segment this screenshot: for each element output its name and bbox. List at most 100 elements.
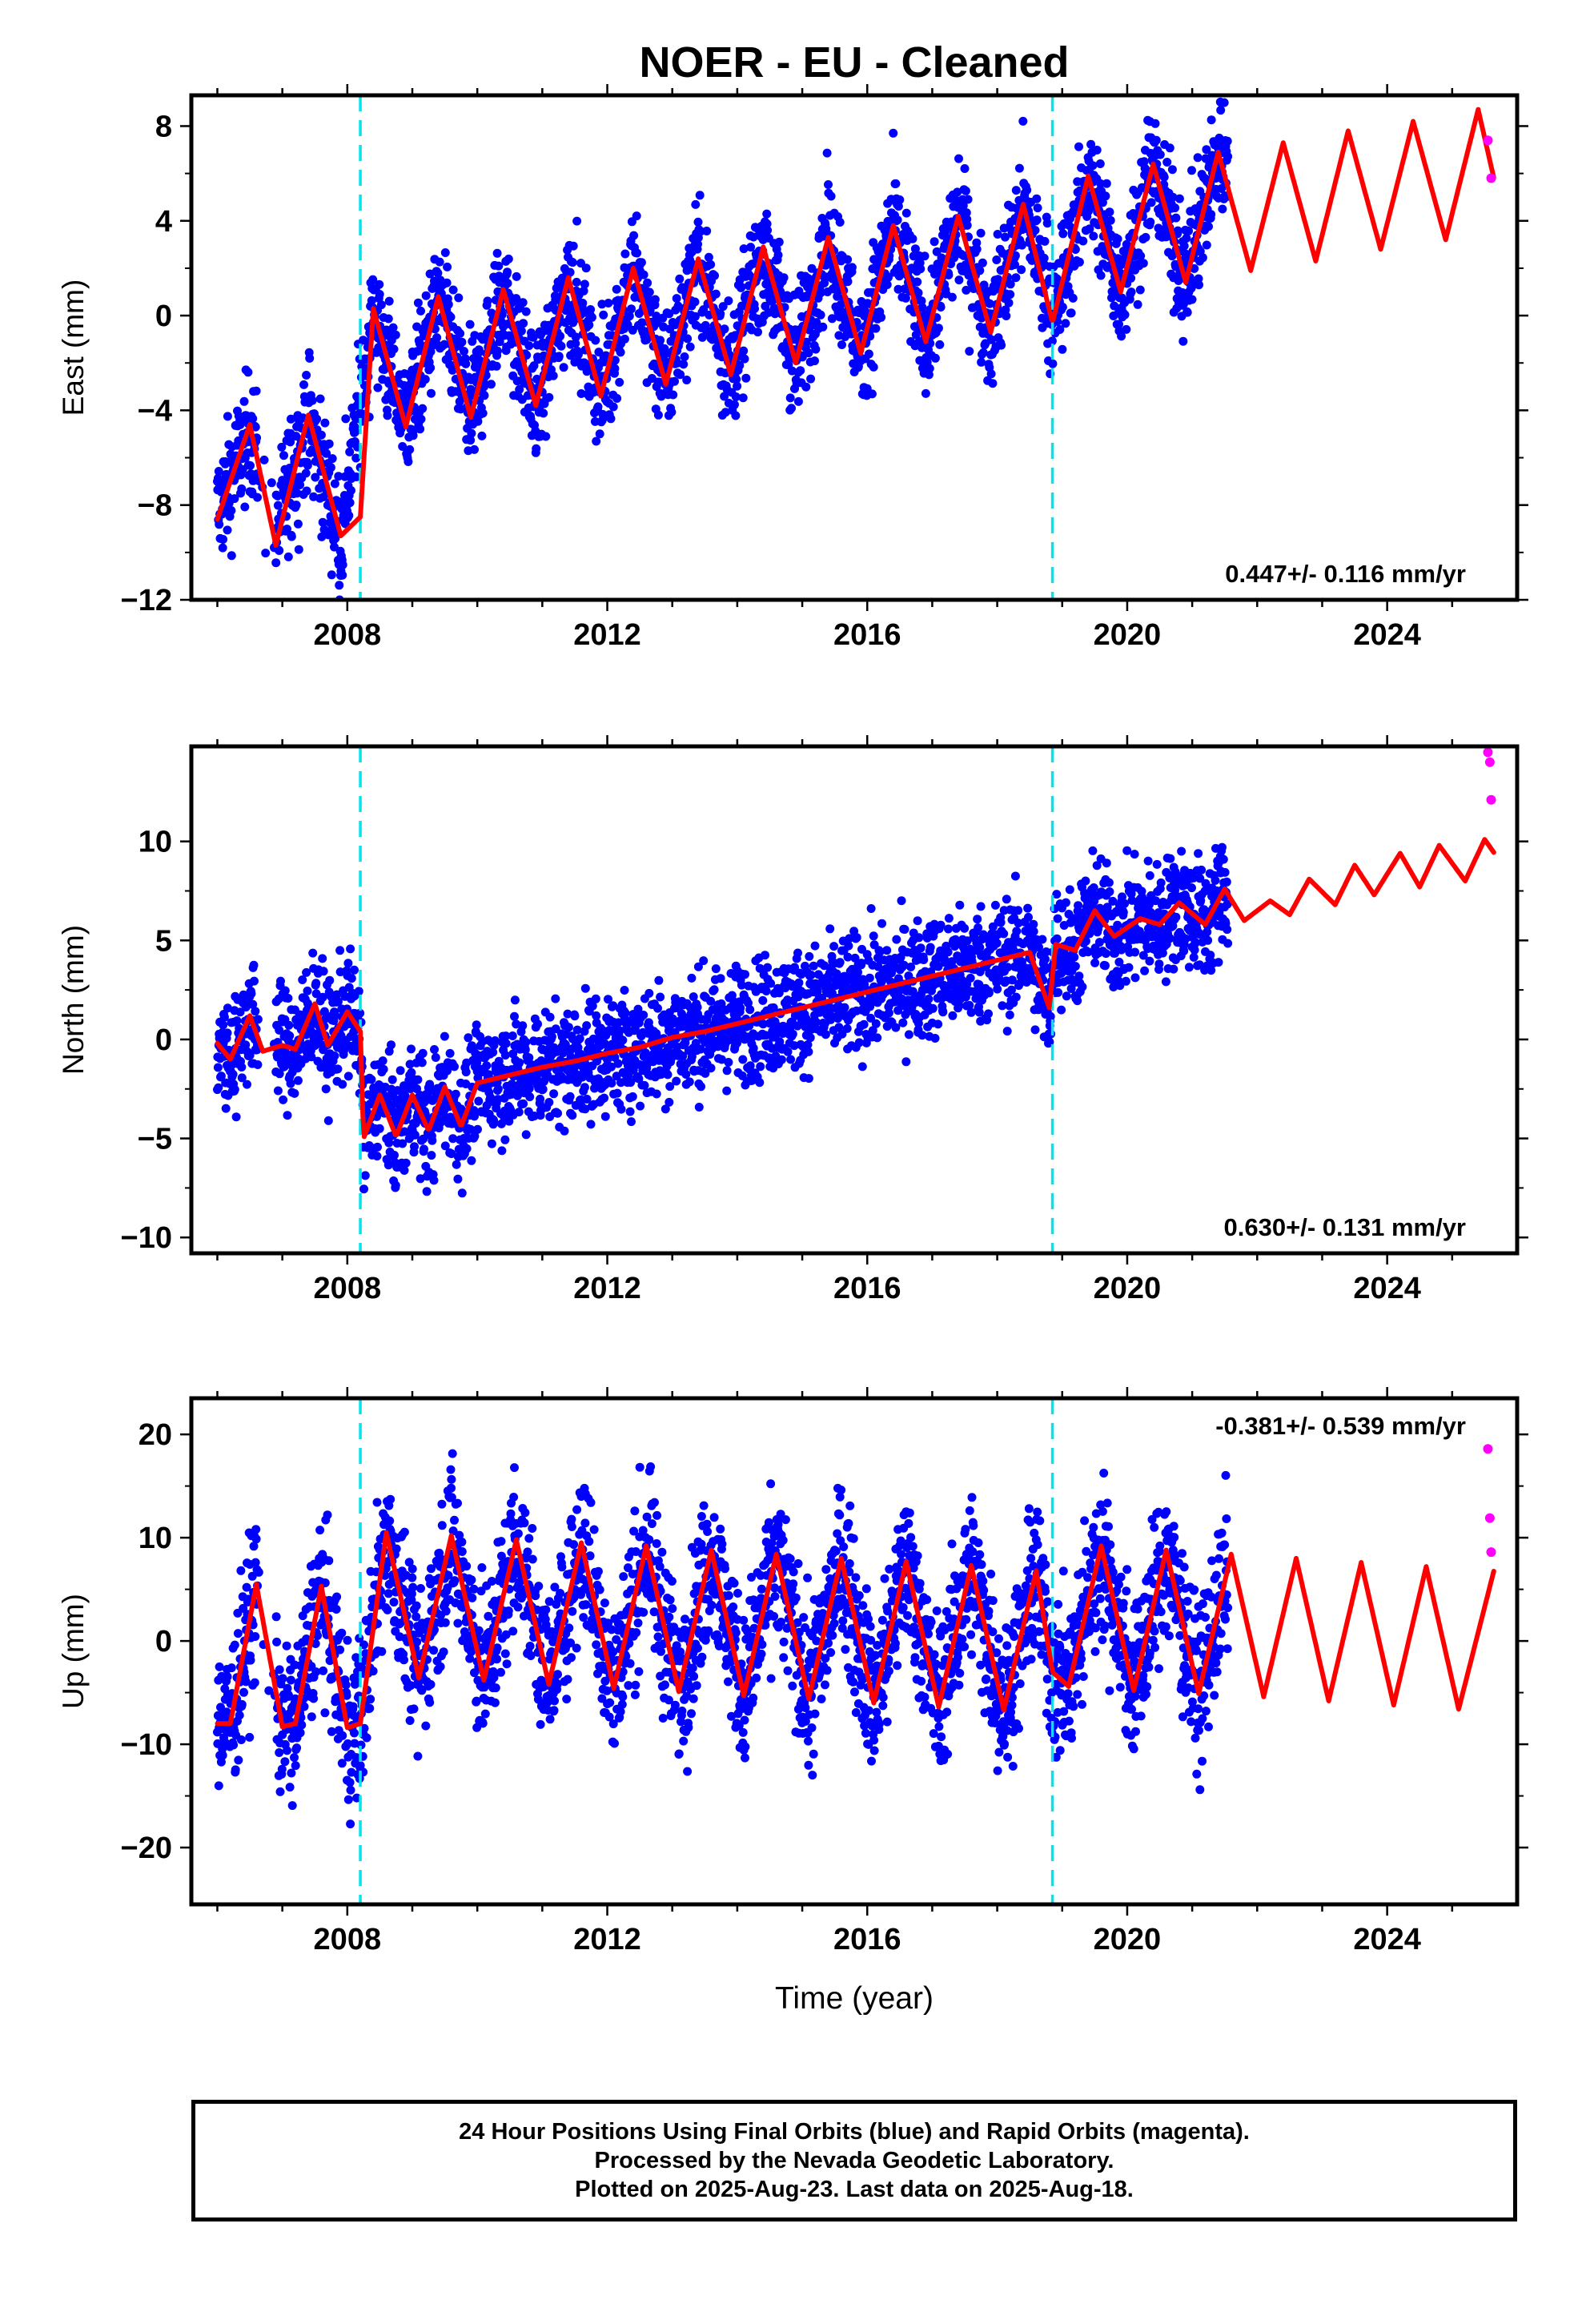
final-orbit-point — [691, 1039, 701, 1048]
final-orbit-point — [275, 546, 284, 555]
final-orbit-point — [367, 296, 376, 305]
final-orbit-point — [302, 967, 311, 977]
final-orbit-point — [724, 296, 733, 306]
final-orbit-point — [871, 324, 881, 333]
final-orbit-point — [283, 525, 291, 534]
final-orbit-point — [616, 348, 625, 357]
final-orbit-point — [474, 1096, 484, 1106]
final-orbit-point — [477, 431, 487, 440]
final-orbit-point — [608, 402, 618, 412]
final-orbit-point — [570, 1011, 580, 1021]
final-orbit-point — [1058, 303, 1067, 312]
final-orbit-point — [378, 1056, 387, 1066]
final-orbit-point — [613, 1018, 623, 1027]
final-orbit-point — [604, 995, 612, 1004]
final-orbit-point — [665, 1097, 674, 1107]
final-orbit-point — [978, 348, 988, 357]
final-orbit-point — [508, 1031, 517, 1040]
final-orbit-point — [853, 967, 862, 977]
final-orbit-point — [345, 447, 355, 456]
final-orbit-point — [739, 244, 749, 254]
final-orbit-point — [544, 392, 554, 402]
final-orbit-point — [311, 472, 320, 482]
final-orbit-point — [650, 295, 660, 304]
final-orbit-point — [484, 1070, 493, 1080]
final-orbit-point — [979, 934, 989, 943]
final-orbit-point — [280, 986, 290, 995]
final-orbit-point — [693, 217, 703, 227]
rapid-orbit-point — [1483, 135, 1493, 146]
final-orbit-point — [652, 1089, 661, 1099]
final-orbit-point — [667, 408, 677, 417]
final-orbit-point — [613, 1059, 623, 1068]
final-orbit-point — [730, 400, 739, 409]
final-orbit-point — [253, 1060, 263, 1069]
final-orbit-point — [606, 414, 616, 424]
final-orbit-point — [859, 1019, 869, 1029]
final-orbit-point — [984, 1009, 993, 1019]
final-orbit-point — [214, 1083, 223, 1092]
final-orbit-point — [330, 1051, 339, 1060]
final-orbit-point — [572, 1025, 582, 1035]
final-orbit-point — [896, 952, 905, 962]
final-orbit-point — [706, 259, 716, 269]
final-orbit-point — [720, 392, 729, 401]
final-orbit-point — [833, 292, 842, 301]
final-orbit-point — [235, 1007, 245, 1017]
final-orbit-point — [430, 1045, 439, 1054]
final-orbit-point — [683, 334, 693, 344]
final-orbit-point — [301, 468, 311, 478]
final-orbit-point — [868, 1026, 877, 1035]
final-orbit-point — [1011, 273, 1021, 283]
final-orbit-point — [917, 1031, 927, 1040]
final-orbit-point — [842, 1023, 852, 1033]
final-orbit-point — [470, 1112, 479, 1121]
y-axis-label: East (mm) — [57, 279, 90, 416]
final-orbit-point — [934, 1019, 943, 1029]
final-orbit-point — [285, 464, 295, 472]
final-orbit-point — [473, 1124, 482, 1134]
final-orbit-point — [843, 255, 853, 264]
final-orbit-point — [948, 1011, 958, 1020]
final-orbit-point — [1006, 290, 1015, 300]
final-orbit-point — [410, 1130, 420, 1140]
final-orbit-point — [804, 1047, 813, 1056]
final-orbit-point — [1187, 166, 1196, 175]
final-orbit-point — [230, 494, 239, 504]
final-orbit-point — [612, 284, 621, 294]
final-orbit-point — [580, 279, 589, 289]
final-orbit-point — [420, 1144, 428, 1154]
final-orbit-point — [283, 1111, 292, 1120]
final-orbit-point — [600, 1093, 609, 1103]
final-orbit-point — [478, 408, 488, 418]
final-orbit-point — [607, 1062, 616, 1072]
final-orbit-point — [375, 279, 384, 289]
final-orbit-point — [548, 371, 558, 380]
final-orbit-point — [488, 1047, 498, 1057]
final-orbit-point — [717, 999, 726, 1008]
final-orbit-point — [953, 187, 962, 197]
final-orbit-point — [372, 1152, 382, 1161]
final-orbit-point — [427, 1151, 436, 1160]
final-orbit-point — [291, 501, 301, 510]
final-orbit-point — [639, 1011, 648, 1019]
final-orbit-point — [351, 427, 360, 436]
final-orbit-point — [960, 164, 970, 173]
model-curve — [215, 107, 1496, 548]
final-orbit-point — [219, 1020, 228, 1030]
final-orbit-point — [755, 963, 765, 973]
final-orbit-point — [480, 391, 489, 400]
final-orbit-point — [1139, 157, 1149, 167]
final-orbit-point — [884, 272, 893, 282]
final-orbit-point — [351, 453, 361, 463]
final-orbit-point — [524, 1084, 534, 1093]
final-orbit-point — [277, 442, 287, 452]
final-orbit-point — [521, 1130, 531, 1140]
final-orbit-point — [533, 1019, 542, 1029]
final-orbit-point — [1092, 145, 1102, 155]
final-orbit-point — [962, 285, 971, 295]
final-orbit-point — [571, 339, 580, 348]
final-orbit-point — [917, 303, 927, 312]
